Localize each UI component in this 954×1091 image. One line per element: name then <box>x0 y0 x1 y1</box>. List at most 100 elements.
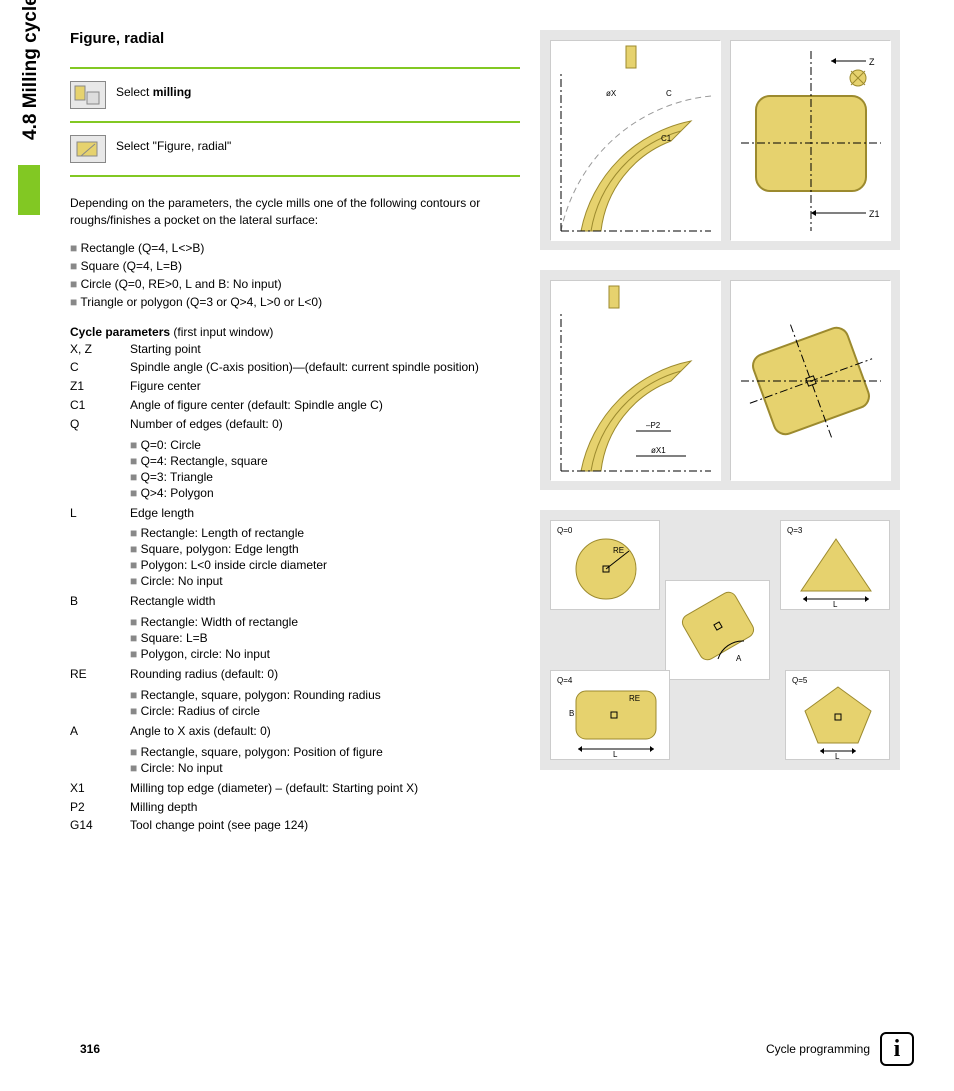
param-key: RE <box>70 666 130 683</box>
label-c1: C1 <box>661 134 672 143</box>
param-description: Number of edges (default: 0) <box>130 416 520 433</box>
params-heading: Cycle parameters (first input window) <box>70 325 520 339</box>
param-key: Q <box>70 416 130 433</box>
param-description: Milling top edge (diameter) – (default: … <box>130 780 520 797</box>
svg-text:A: A <box>736 654 742 663</box>
param-key: X1 <box>70 780 130 797</box>
page-footer: 316 Cycle programming i <box>80 1032 914 1066</box>
divider <box>70 67 520 69</box>
param-subitem: Square, polygon: Edge length <box>130 541 520 557</box>
svg-text:B: B <box>569 709 574 718</box>
param-key: C <box>70 359 130 376</box>
diagram-panel-2: –P2 øX1 <box>540 270 900 490</box>
shape-pentagon: Q=5 L <box>785 670 890 760</box>
param-description: Tool change point (see page 124) <box>130 817 520 834</box>
param-subitem: Q=0: Circle <box>130 437 520 453</box>
divider <box>70 175 520 177</box>
param-key: L <box>70 505 130 522</box>
param-subitem: Rectangle: Length of rectangle <box>130 525 520 541</box>
param-row: X1Milling top edge (diameter) – (default… <box>70 780 520 797</box>
param-row: RERounding radius (default: 0) <box>70 666 520 683</box>
label-c: C <box>666 89 672 98</box>
param-subitem: Q=3: Triangle <box>130 469 520 485</box>
intro-paragraph: Depending on the parameters, the cycle m… <box>70 195 520 229</box>
param-description: Angle of figure center (default: Spindle… <box>130 397 520 414</box>
param-description: Figure center <box>130 378 520 395</box>
param-key: Z1 <box>70 378 130 395</box>
param-row: QNumber of edges (default: 0) <box>70 416 520 433</box>
param-description: Angle to X axis (default: 0) <box>130 723 520 740</box>
param-sublist: Rectangle: Width of rectangleSquare: L=B… <box>130 614 520 662</box>
param-key: X, Z <box>70 341 130 358</box>
param-key: P2 <box>70 799 130 816</box>
param-sublist: Rectangle, square, polygon: Position of … <box>130 744 520 776</box>
diagram-arc: øX C C1 <box>550 40 720 240</box>
param-subitem: Q=4: Rectangle, square <box>130 453 520 469</box>
svg-text:L: L <box>835 752 840 761</box>
diagram-rect-tilted <box>730 280 890 480</box>
shape-rectangle: Q=4 B RE L <box>550 670 670 760</box>
param-row: G14Tool change point (see page 124) <box>70 817 520 834</box>
param-row: LEdge length <box>70 505 520 522</box>
param-key: G14 <box>70 817 130 834</box>
param-sublist: Rectangle: Length of rectangleSquare, po… <box>130 525 520 589</box>
param-description: Rounding radius (default: 0) <box>130 666 520 683</box>
param-sublist: Rectangle, square, polygon: Rounding rad… <box>130 687 520 719</box>
svg-text:RE: RE <box>629 694 640 703</box>
main-text-column: Figure, radial Select milling Select "Fi… <box>70 30 520 834</box>
milling-icon <box>70 81 106 109</box>
param-row: X, ZStarting point <box>70 341 520 358</box>
svg-text:øX1: øX1 <box>651 446 666 455</box>
svg-text:L: L <box>613 750 618 759</box>
param-row: C1Angle of figure center (default: Spind… <box>70 397 520 414</box>
param-row: BRectangle width <box>70 593 520 610</box>
diagram-rect-z: Z Z1 <box>730 40 890 240</box>
figure-radial-icon <box>70 135 106 163</box>
param-subitem: Circle: No input <box>130 760 520 776</box>
shape-option: Square (Q=4, L=B) <box>70 257 520 275</box>
svg-text:L: L <box>833 600 838 609</box>
info-icon: i <box>880 1032 914 1066</box>
step-text: Select "Figure, radial" <box>116 135 520 153</box>
svg-text:Q=5: Q=5 <box>792 676 808 685</box>
param-key: A <box>70 723 130 740</box>
param-key: C1 <box>70 397 130 414</box>
param-description: Starting point <box>130 341 520 358</box>
param-description: Spindle angle (C-axis position)—(default… <box>130 359 520 376</box>
page-title: Figure, radial <box>70 30 520 47</box>
param-row: Z1Figure center <box>70 378 520 395</box>
label-ox: øX <box>606 89 617 98</box>
footer-section: Cycle programming <box>766 1042 870 1056</box>
param-subitem: Square: L=B <box>130 630 520 646</box>
param-description: Rectangle width <box>130 593 520 610</box>
params-table: X, ZStarting pointCSpindle angle (C-axis… <box>70 341 520 835</box>
svg-text:Q=4: Q=4 <box>557 676 573 685</box>
param-subitem: Rectangle, square, polygon: Position of … <box>130 744 520 760</box>
shapes-q-panel: Q=0 RE Q=3 L <box>540 510 900 770</box>
section-side-label: 4.8 Milling cycles <box>20 0 42 140</box>
svg-text:RE: RE <box>613 546 624 555</box>
label-z1: Z1 <box>869 209 880 219</box>
param-row: CSpindle angle (C-axis position)—(defaul… <box>70 359 520 376</box>
side-accent-stripe <box>18 165 40 215</box>
param-subitem: Circle: Radius of circle <box>130 703 520 719</box>
param-row: P2Milling depth <box>70 799 520 816</box>
param-sublist: Q=0: CircleQ=4: Rectangle, squareQ=3: Tr… <box>130 437 520 501</box>
label-z: Z <box>869 57 875 67</box>
shape-circle: Q=0 RE <box>550 520 660 610</box>
shape-option: Circle (Q=0, RE>0, L and B: No input) <box>70 275 520 293</box>
param-subitem: Q>4: Polygon <box>130 485 520 501</box>
page-number: 316 <box>80 1042 100 1056</box>
diagrams-column: øX C C1 Z Z1 <box>540 30 900 834</box>
shape-options-list: Rectangle (Q=4, L<>B)Square (Q=4, L=B)Ci… <box>70 239 520 311</box>
param-subitem: Rectangle: Width of rectangle <box>130 614 520 630</box>
svg-text:Q=3: Q=3 <box>787 526 803 535</box>
divider <box>70 121 520 123</box>
param-subitem: Rectangle, square, polygon: Rounding rad… <box>130 687 520 703</box>
param-subitem: Circle: No input <box>130 573 520 589</box>
diagram-panel-1: øX C C1 Z Z1 <box>540 30 900 250</box>
shape-option: Rectangle (Q=4, L<>B) <box>70 239 520 257</box>
shape-diamond: A <box>665 580 770 680</box>
step-row: Select milling <box>70 75 520 115</box>
shape-triangle: Q=3 L <box>780 520 890 610</box>
